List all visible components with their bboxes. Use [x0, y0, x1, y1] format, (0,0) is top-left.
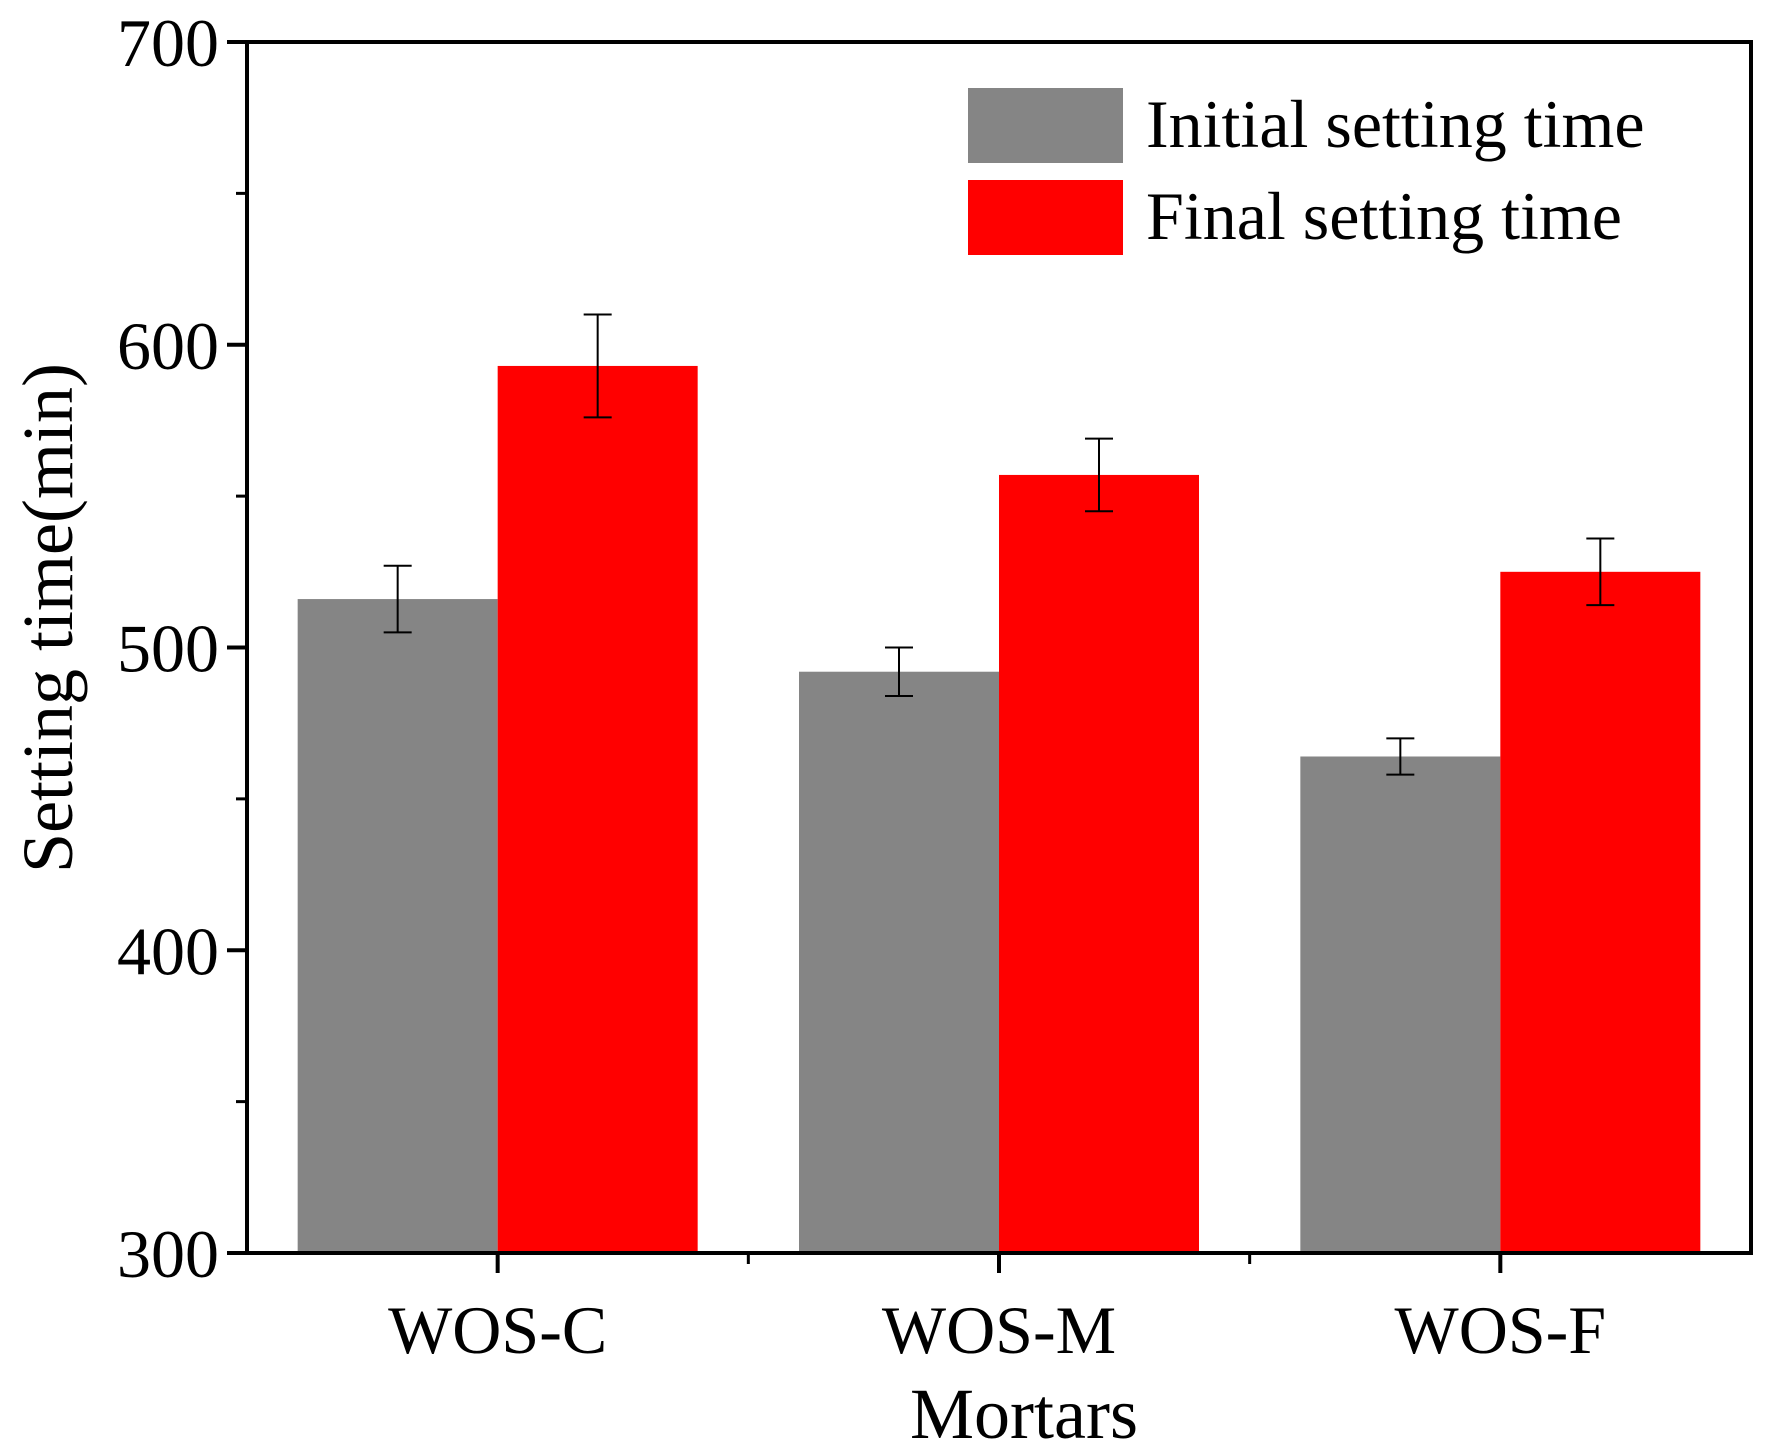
legend-label-0: Initial setting time	[1146, 86, 1645, 162]
x-axis-label: Mortars	[910, 1374, 1138, 1454]
legend: Initial setting time Final setting time	[968, 86, 1645, 255]
bar-wos-c-series-0	[297, 599, 498, 1253]
bar-wos-m-series-0	[799, 671, 999, 1253]
bars-group	[297, 365, 1701, 1253]
y-tick-label: 700	[117, 5, 219, 81]
x-tick-label-wos-m: WOS-M	[882, 1292, 1116, 1368]
bar-wos-c-series-1	[497, 365, 698, 1253]
y-tick-label: 600	[117, 308, 219, 384]
x-tick-label-wos-f: WOS-F	[1395, 1292, 1607, 1368]
x-axis-ticks: WOS-C WOS-M WOS-F	[388, 1253, 1606, 1368]
y-tick-label: 500	[117, 611, 219, 687]
x-tick-label-wos-c: WOS-C	[388, 1292, 607, 1368]
y-tick-label: 300	[117, 1216, 219, 1292]
legend-label-1: Final setting time	[1146, 178, 1622, 254]
error-bars-group	[383, 313, 1615, 776]
bar-wos-f-series-1	[1500, 571, 1701, 1253]
bar-wos-m-series-1	[999, 474, 1199, 1253]
bar-wos-f-series-0	[1300, 756, 1501, 1253]
legend-swatch-1	[968, 180, 1123, 255]
y-tick-label: 400	[117, 913, 219, 989]
y-axis-label: Setting time(min)	[8, 363, 88, 873]
y-axis-ticks: 300 400 500 600 700	[117, 5, 247, 1292]
legend-swatch-0	[968, 88, 1123, 163]
